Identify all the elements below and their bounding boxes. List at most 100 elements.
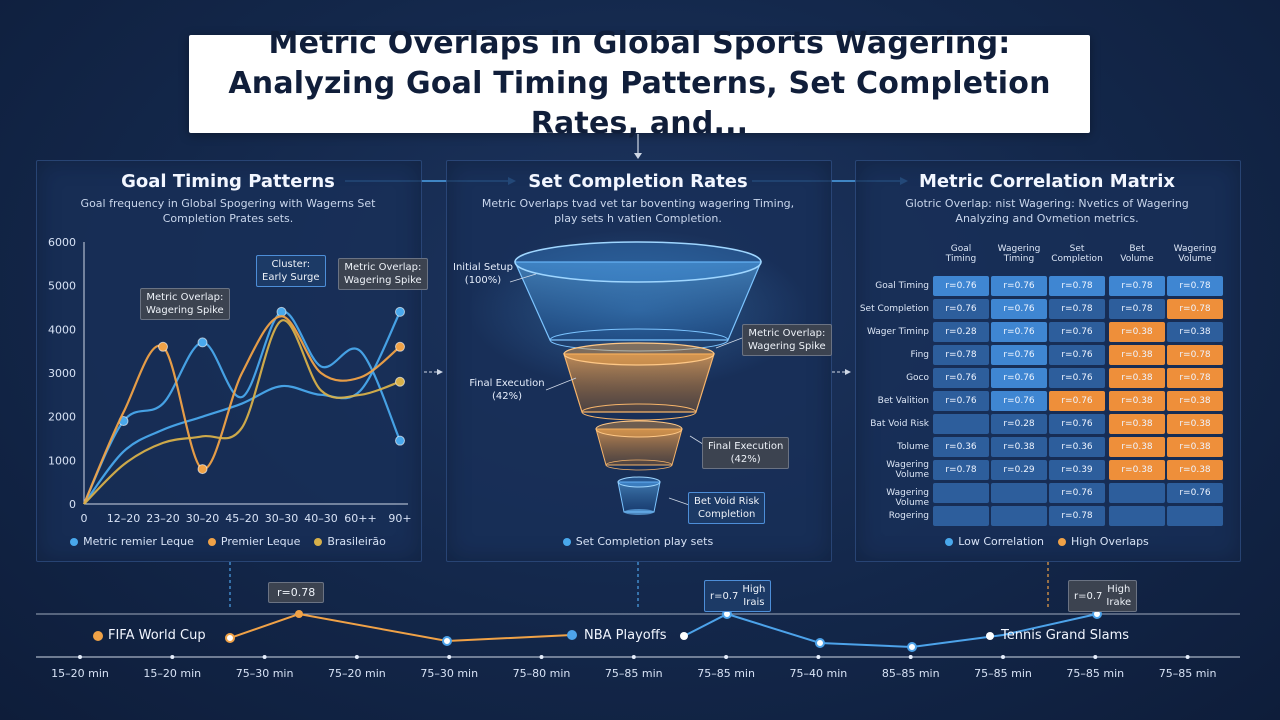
event-label-fifa: FIFA World Cup [108,628,206,643]
y-tick-label: 3000 [48,367,76,380]
callout-text: High Irake [1106,583,1131,609]
correlation-matrix-subtitle: Glotric Overlap: nist Wagering: Nvetics … [865,196,1229,226]
callout-text: Irake [1106,597,1132,608]
matrix-cell: r=0.76 [991,391,1047,411]
timeline-tick-label: 75–85 min [974,667,1032,680]
matrix-cell: r=0.36 [933,437,989,457]
funnel-label-text: (100%) [464,275,502,286]
matrix-cell: r=0.78 [1167,368,1223,388]
matrix-col-label: Wagering Volume [1167,244,1223,264]
matrix-cell: r=0.78 [1049,299,1105,319]
matrix-cell [1109,483,1165,503]
legend-dot-yellow [314,538,323,546]
legend-item: High Overlaps [1058,535,1149,548]
callout-text: High Irais [742,583,765,609]
matrix-col-label: Bet Volume [1109,244,1165,264]
legend-item: Set Completion play sets [562,535,713,548]
matrix-col-label: Set Completion [1049,244,1105,264]
timeline: 15–20 min 15–20 min 75–30 min 75–20 min 75–3… [36,609,1240,680]
matrix-cell: r=0.76 [933,391,989,411]
goal-timing-panel [36,160,422,562]
title-banner: Metric Overlaps in Global Sports Wagerin… [189,26,1090,141]
y-tick-label: 1000 [48,454,76,467]
callout-metric-overlap-left: Metric Overlap: Wagering Spike [140,288,230,320]
funnel-label-text: (42%) [491,391,523,402]
data-point [395,341,405,352]
timeline-tick [724,655,729,659]
x-tick-label: 45–20 [225,512,259,525]
matrix-cell: r=0.76 [991,345,1047,365]
matrix-cell: r=0.38 [1109,345,1165,365]
x-tick-label: 60++ [344,512,376,525]
timeline-tick-label: 85–85 min [882,667,940,680]
timeline-tick-label: 75–20 min [328,667,386,680]
matrix-cell: r=0.78 [1167,345,1223,365]
matrix-cell: r=0.76 [1049,391,1105,411]
matrix-cell: r=0.38 [1109,391,1165,411]
matrix-row-label: Wagering Volume [855,460,929,480]
matrix-cell: r=0.39 [1049,460,1105,480]
timeline-tick [170,655,175,659]
series-line-blue [83,310,402,505]
matrix-col-label-line: Volume [1120,254,1154,264]
event-marker-tennis [986,632,994,640]
goal-timing-title: Goal Timing Patterns [121,171,335,192]
timeline-tick [1093,655,1098,659]
matrix-cell: r=0.76 [991,322,1047,342]
matrix-cell: r=0.78 [1167,299,1223,319]
legend-dot-blue [70,538,79,546]
event-label-tennis: Tennis Grand Slams [1001,628,1130,643]
matrix-cell [933,483,989,503]
matrix-row-label-line: Volume [895,470,929,480]
matrix-cell: r=0.38 [1167,437,1223,457]
correlation-matrix-legend: Low Correlation High Overlaps [855,535,1239,548]
x-tick-label: 30–20 [186,512,220,525]
matrix-cell: r=0.38 [1109,460,1165,480]
set-subtitle-line1: Metric Overlaps tvad vet tar boventing w… [481,197,795,210]
series-line-yellow [83,319,401,505]
set-subtitle-line2: play sets h vatien Completion. [554,212,722,225]
event-label-nba: NBA Playoffs [584,628,667,643]
event-marker-fifa [93,631,103,641]
timeline-tick-label: 75–40 min [790,667,848,680]
data-point [395,376,405,387]
timeline-point [295,610,303,618]
matrix-cell [933,414,989,434]
legend-dot-blue [562,538,571,546]
timeline-tick [908,655,913,659]
callout-final-execution-right: Final Execution (42%) [702,437,790,469]
timeline-series-orange [229,612,573,643]
y-tick-label: 5000 [48,280,76,293]
matrix-cell [991,506,1047,526]
matrix-row-label-line: Fing [910,350,929,360]
funnel-label-text: Initial Setup [453,262,513,273]
matrix-row-label: Goal Timing [855,281,929,291]
legend-dot-orange [1058,538,1067,546]
goal-subtitle-line2: Completion Prates sets. [162,212,294,225]
x-tick-label: 23–20 [146,512,180,525]
timeline-tick [1185,655,1190,659]
matrix-cell: r=0.76 [1049,414,1105,434]
funnel-rim-final-execution [563,342,715,366]
callout-text: Bet Void Risk [694,496,760,507]
matrix-row-label: Bat Void Risk [855,419,929,429]
matrix-cell: r=0.76 [991,276,1047,296]
matrix-col-label: Goal Timing [933,244,989,264]
matrix-col-label-line: Wagering [1173,244,1217,254]
timeline-series-blue [683,612,1098,649]
data-point [395,306,405,317]
timeline-tick-label: 75–80 min [513,667,571,680]
matrix-cell: r=0.28 [933,322,989,342]
matrix-row-label: Wagering Volume [855,488,929,508]
callout-text: (42%) [730,454,761,465]
matrix-cell: r=0.78 [1049,506,1105,526]
matrix-row-label-line: Set Completion [859,304,929,314]
matrix-row-label: Set Completion [855,304,929,314]
timeline-tick [78,655,82,659]
matrix-subtitle-line1: Glotric Overlap: nist Wagering: Nvetics … [905,197,1189,210]
matrix-cell: r=0.76 [1049,368,1105,388]
goal-timing-legend: Metric remier Leque Premier Lequе Brasil… [36,535,420,548]
funnel-label-text: Final Execution [469,378,545,389]
matrix-cell: r=0.78 [933,460,989,480]
x-tick-label: 40–30 [304,512,338,525]
